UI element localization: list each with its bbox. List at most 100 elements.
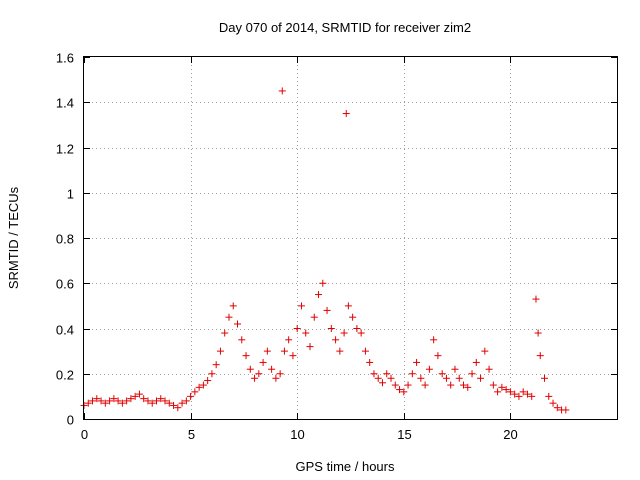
data-point xyxy=(349,313,357,321)
data-point xyxy=(278,87,286,95)
data-point xyxy=(408,370,416,378)
data-point xyxy=(131,392,139,400)
y-tick-label: 1 xyxy=(67,187,74,202)
data-point xyxy=(378,379,386,387)
data-point xyxy=(562,406,570,414)
data-point xyxy=(451,365,459,373)
data-point xyxy=(361,347,369,355)
data-point xyxy=(127,395,135,403)
data-point xyxy=(545,392,553,400)
data-point xyxy=(442,374,450,382)
data-point xyxy=(161,397,169,405)
data-point xyxy=(400,388,408,396)
data-point xyxy=(302,329,310,337)
y-tick-label: 0.2 xyxy=(56,368,74,383)
data-point xyxy=(425,365,433,373)
data-point xyxy=(421,381,429,389)
data-point xyxy=(216,347,224,355)
data-point xyxy=(468,370,476,378)
data-point xyxy=(123,397,131,405)
y-tick-label: 1.6 xyxy=(56,51,74,66)
data-point xyxy=(327,325,335,332)
data-point xyxy=(523,390,531,398)
data-point xyxy=(430,336,438,344)
data-point xyxy=(268,365,276,373)
data-point xyxy=(110,395,118,403)
data-point xyxy=(519,388,527,396)
data-point xyxy=(549,399,557,407)
data-point xyxy=(118,399,126,407)
data-point xyxy=(199,381,207,389)
data-point xyxy=(187,392,195,400)
data-point xyxy=(89,397,97,405)
data-point xyxy=(191,388,199,396)
data-point xyxy=(259,358,267,366)
data-point xyxy=(438,370,446,378)
x-axis: 0 5 10 15 20 xyxy=(81,57,518,442)
data-point xyxy=(285,336,293,344)
data-point xyxy=(297,302,305,310)
data-point xyxy=(387,374,395,382)
y-axis-label: SRMTID / TECUs xyxy=(6,186,21,289)
data-point xyxy=(272,374,280,382)
data-point xyxy=(434,352,442,360)
data-point xyxy=(152,397,160,405)
data-point xyxy=(340,329,348,337)
data-point xyxy=(417,374,425,382)
data-point xyxy=(332,336,340,344)
data-point xyxy=(178,399,186,407)
data-point xyxy=(289,352,297,360)
data-point xyxy=(370,370,378,378)
data-point xyxy=(534,329,542,337)
data-point xyxy=(93,395,101,403)
data-point xyxy=(225,313,233,321)
data-point xyxy=(553,404,561,412)
data-point xyxy=(221,329,229,337)
data-point xyxy=(263,347,271,355)
data-point xyxy=(413,358,421,366)
data-point xyxy=(182,397,190,405)
data-point xyxy=(485,365,493,373)
data-point xyxy=(502,386,510,394)
data-point xyxy=(494,388,502,396)
data-point xyxy=(366,358,374,366)
data-point xyxy=(140,395,148,403)
data-point xyxy=(114,397,122,405)
y-tick-label: 0.4 xyxy=(56,323,74,338)
data-point xyxy=(212,361,220,369)
data-point xyxy=(97,397,105,405)
data-point xyxy=(459,381,467,389)
y-tick-label: 1.4 xyxy=(56,96,74,111)
data-point xyxy=(477,374,485,382)
data-point xyxy=(135,390,143,398)
data-point xyxy=(238,336,246,344)
data-point xyxy=(101,399,109,407)
data-point xyxy=(489,381,497,389)
data-point xyxy=(246,365,254,373)
data-point xyxy=(251,374,259,382)
data-point xyxy=(204,377,212,385)
data-point xyxy=(481,347,489,355)
data-point xyxy=(323,306,331,314)
data-point xyxy=(157,395,165,403)
data-point xyxy=(208,370,216,378)
data-point xyxy=(353,325,361,332)
data-point xyxy=(315,291,323,299)
data-point xyxy=(84,399,92,407)
data-point xyxy=(293,325,301,332)
data-point xyxy=(391,381,399,389)
data-point xyxy=(383,370,391,378)
data-point xyxy=(255,370,263,378)
data-point xyxy=(511,390,519,398)
y-tick-label: 1.2 xyxy=(56,142,74,157)
data-point xyxy=(144,397,152,405)
data-point xyxy=(528,392,536,400)
data-point xyxy=(344,302,352,310)
data-point xyxy=(165,399,173,407)
data-point xyxy=(342,110,350,118)
x-tick-label: 0 xyxy=(81,427,88,442)
data-point xyxy=(357,329,365,337)
data-point xyxy=(106,397,114,405)
data-point xyxy=(234,320,242,328)
